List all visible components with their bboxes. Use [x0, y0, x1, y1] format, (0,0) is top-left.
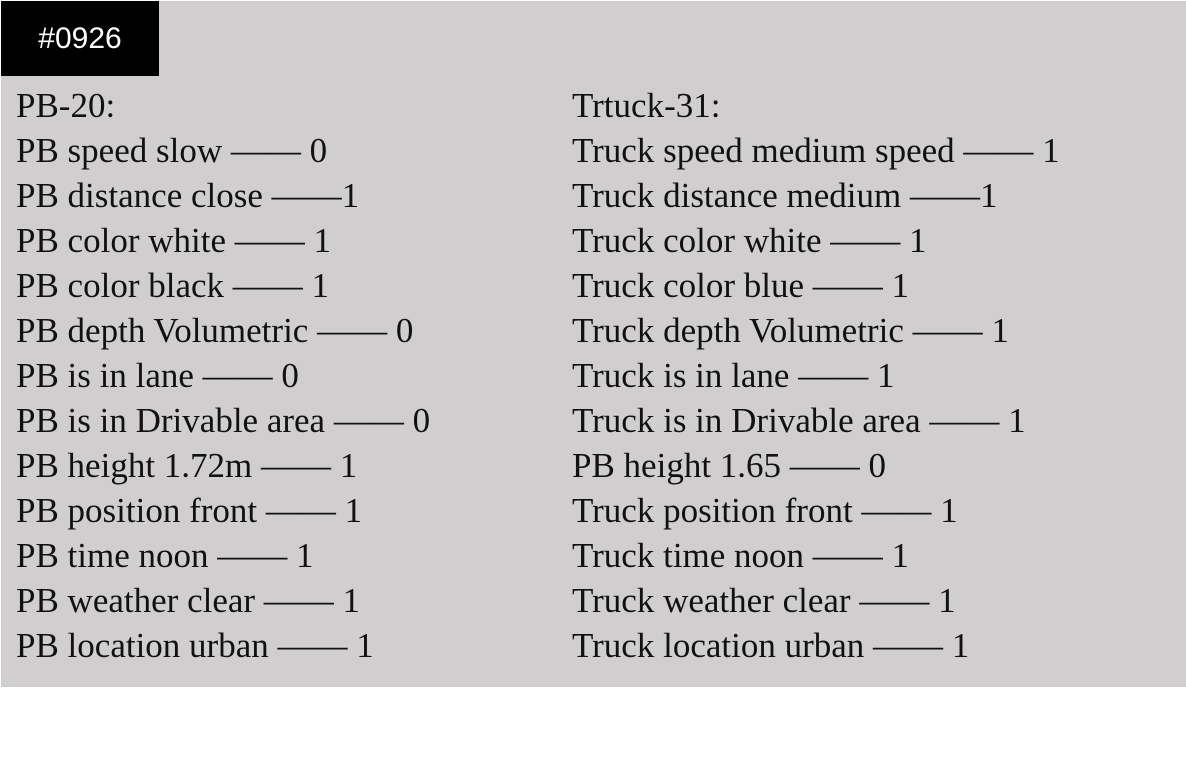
pb-color-black-line: PB color black —— 1	[16, 266, 330, 305]
pb-attribute-list: PB-20: PB speed slow —— 0 PB distance cl…	[16, 83, 430, 668]
pb-distance-line: PB distance close ——1	[16, 176, 360, 215]
pb-position-line: PB position front —— 1	[16, 491, 363, 530]
truck-color-blue-line: Truck color blue —— 1	[572, 266, 910, 305]
pb-in-lane-line: PB is in lane —— 0	[16, 356, 299, 395]
truck-position-line: Truck position front —— 1	[572, 491, 958, 530]
content-panel: #0926 PB-20: PB speed slow —— 0 PB dista…	[1, 1, 1186, 687]
pb-drivable-area-line: PB is in Drivable area —— 0	[16, 401, 431, 440]
truck-attribute-list: Trtuck-31: Truck speed medium speed —— 1…	[572, 83, 1060, 668]
pb-weather-line: PB weather clear —— 1	[16, 581, 361, 620]
truck-drivable-area-line: Truck is in Drivable area —— 1	[572, 401, 1026, 440]
truck-color-white-line: Truck color white —— 1	[572, 221, 927, 260]
truck-distance-line: Truck distance medium ——1	[572, 176, 998, 215]
truck-speed-line: Truck speed medium speed —— 1	[572, 131, 1060, 170]
pb-height-line: PB height 1.72m —— 1	[16, 446, 358, 485]
truck-depth-line: Truck depth Volumetric —— 1	[572, 311, 1009, 350]
pb-depth-line: PB depth Volumetric —— 0	[16, 311, 414, 350]
pb-speed-line: PB speed slow —— 0	[16, 131, 328, 170]
pb-color-white-line: PB color white —— 1	[16, 221, 331, 260]
truck-height-line: PB height 1.65 —— 0	[572, 446, 887, 485]
truck-time-line: Truck time noon —— 1	[572, 536, 910, 575]
truck-location-line: Truck location urban —— 1	[572, 626, 970, 665]
id-badge: #0926	[1, 1, 159, 76]
pb-heading: PB-20:	[16, 86, 116, 125]
truck-weather-line: Truck weather clear —— 1	[572, 581, 956, 620]
truck-heading: Trtuck-31:	[572, 86, 721, 125]
truck-in-lane-line: Truck is in lane —— 1	[572, 356, 895, 395]
pb-location-line: PB location urban —— 1	[16, 626, 374, 665]
pb-time-line: PB time noon —— 1	[16, 536, 314, 575]
